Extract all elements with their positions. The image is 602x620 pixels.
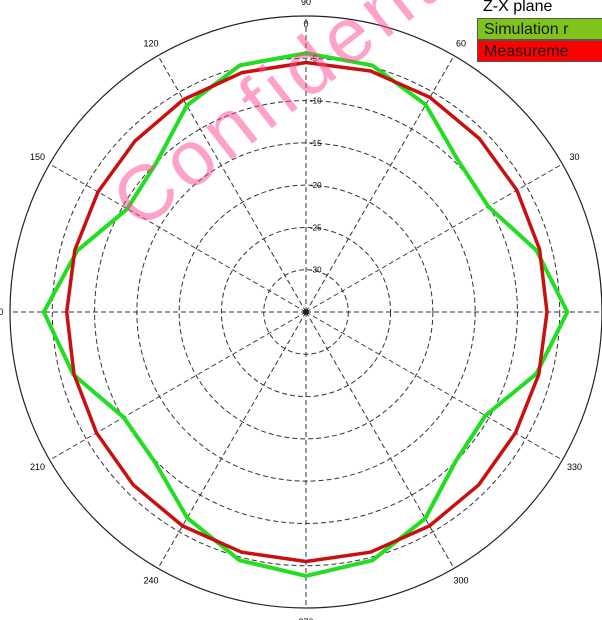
legend-entry-measurement: Measureme bbox=[477, 40, 602, 62]
angle-label: 300 bbox=[453, 576, 468, 586]
legend-entry-simulation: Simulation r bbox=[477, 18, 602, 40]
grid-spoke bbox=[305, 55, 455, 313]
radial-tick-label: -25 bbox=[310, 223, 322, 232]
radial-tick-label: -15 bbox=[310, 139, 322, 148]
angle-label: 210 bbox=[30, 462, 45, 472]
angle-label: 150 bbox=[30, 152, 45, 162]
angle-label: 240 bbox=[143, 576, 158, 586]
grid-spoke bbox=[305, 163, 563, 313]
center-marker bbox=[303, 309, 309, 315]
angle-label: 330 bbox=[567, 462, 582, 472]
grid-spoke bbox=[49, 311, 307, 461]
grid-spoke bbox=[157, 55, 307, 313]
angle-label: 120 bbox=[143, 39, 158, 49]
grid-spoke bbox=[305, 311, 563, 461]
angle-label: 90 bbox=[301, 0, 311, 7]
grid-ring bbox=[51, 57, 561, 567]
grid-spoke bbox=[157, 311, 307, 569]
simulation-series bbox=[41, 51, 570, 578]
grid-layer bbox=[9, 15, 602, 609]
angle-label: 60 bbox=[456, 39, 466, 49]
angle-label: 0 bbox=[303, 19, 308, 29]
grid-ring bbox=[178, 184, 434, 440]
grid-spoke bbox=[305, 311, 455, 569]
radial-tick-label: -5 bbox=[310, 54, 318, 63]
radial-tick-label: -10 bbox=[310, 97, 322, 106]
label-layer: 0 30 60 90 120 150 180 210 240 270 300 330 -5 -10 -15 -… bbox=[0, 0, 582, 620]
radial-tick-label: -30 bbox=[310, 266, 322, 275]
radial-tick-label: -20 bbox=[310, 181, 322, 190]
legend: Z-X plane Simulation r Measureme bbox=[477, 0, 602, 62]
grid-spoke bbox=[49, 163, 307, 313]
angle-label: 30 bbox=[569, 152, 579, 162]
measurement-series bbox=[64, 60, 549, 564]
series-layer bbox=[41, 51, 570, 578]
legend-title: Z-X plane bbox=[477, 0, 602, 18]
outer-ring bbox=[9, 15, 602, 609]
angle-label: 180 bbox=[0, 307, 4, 317]
angle-label: 270 bbox=[298, 617, 313, 620]
